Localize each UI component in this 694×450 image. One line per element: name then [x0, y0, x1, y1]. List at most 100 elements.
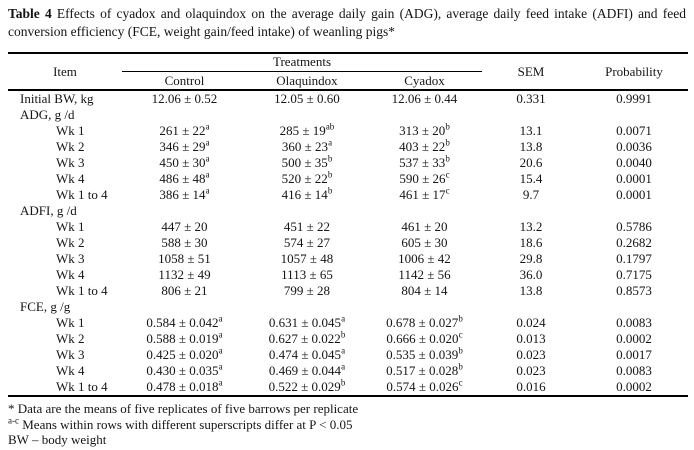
significance-superscript: b — [327, 153, 333, 164]
cell-probability: 0.0002 — [616, 379, 652, 394]
table-row: Wk 1 447 ± 20 451 ± 22 461 ± 20 13.2 0.5786 — [8, 219, 688, 235]
significance-superscript: a — [205, 137, 210, 148]
cell-sem: 0.331 — [516, 91, 546, 106]
cell-olaquindox: 574 ± 27 — [283, 235, 331, 250]
cell-olaquindox: 12.05 ± 0.60 — [274, 91, 340, 106]
cell-olaquindox: 1113 ± 65 — [281, 267, 333, 282]
significance-superscript: b — [445, 137, 450, 148]
footnotes: * Data are the means of five replicates … — [8, 401, 694, 448]
significance-superscript: b — [458, 361, 463, 372]
cell-olaquindox: 500 ± 35b — [281, 153, 333, 170]
row-label: ADG, g /d — [20, 107, 75, 122]
cell-probability: 0.1797 — [616, 251, 652, 266]
table-row: Initial BW, kg 12.06 ± 0.52 12.05 ± 0.60 12… — [8, 91, 688, 107]
col-header-probability: Probability — [605, 63, 663, 79]
row-label: Wk 2 — [56, 235, 85, 250]
footnote-superscript: a-c — [8, 415, 19, 426]
row-label: Wk 1 — [56, 219, 85, 234]
table-row: Wk 4 486 ± 48a 520 ± 22b 590 ± 26c 15.4 0.000… — [8, 169, 688, 187]
cell-probability: 0.0036 — [616, 139, 652, 154]
cell-olaquindox: 0.627 ± 0.022b — [268, 329, 346, 346]
cell-control: 447 ± 20 — [161, 219, 208, 234]
table-row: Wk 2 0.588 ± 0.019a 0.627 ± 0.022b 0.666 ± … — [8, 329, 688, 347]
cell-probability: 0.0002 — [616, 331, 652, 346]
cell-cyadox: 461 ± 17c — [399, 185, 450, 202]
table-row: Wk 2 346 ± 29a 360 ± 23a 403 ± 22b 13.8 0.003… — [8, 137, 688, 155]
cell-probability: 0.5786 — [616, 219, 652, 234]
cell-probability: 0.0083 — [616, 363, 652, 378]
table-row: Wk 4 1132 ± 49 1113 ± 65 1142 ± 56 36.0 0.717… — [8, 267, 688, 283]
cell-olaquindox: 0.522 ± 0.029b — [268, 377, 346, 394]
cell-probability: 0.8573 — [616, 283, 652, 298]
cell-olaquindox: 0.474 ± 0.045a — [268, 345, 346, 362]
significance-superscript: a — [328, 137, 333, 148]
cell-sem: 0.024 — [516, 315, 546, 330]
cell-sem: 0.023 — [516, 363, 546, 378]
cell-sem: 0.023 — [516, 347, 546, 362]
cell-control: 1058 ± 51 — [158, 251, 211, 266]
row-label: FCE, g /g — [20, 299, 71, 314]
cell-control: 588 ± 30 — [161, 235, 208, 250]
treatment-subheaders: Control Olaquindox Cyadox — [122, 72, 482, 89]
cell-olaquindox: 0.469 ± 0.044a — [268, 361, 346, 378]
cell-cyadox: 590 ± 26c — [399, 169, 450, 186]
table-caption-text: Effects of cyadox and olaquindox on the … — [8, 6, 686, 39]
significance-superscript: ab — [325, 121, 335, 132]
table-row: Wk 1 to 4 386 ± 14a 416 ± 14b 461 ± 17c 9.7 0… — [8, 185, 688, 203]
significance-superscript: c — [458, 377, 463, 388]
section-row: ADFI, g /d — [8, 203, 688, 219]
significance-superscript: a — [218, 313, 223, 324]
footnote: * Data are the means of five replicates … — [8, 401, 359, 416]
significance-superscript: b — [327, 185, 333, 196]
table-caption-number: Table 4 — [8, 6, 52, 21]
significance-superscript: a — [341, 345, 346, 356]
cell-cyadox: 461 ± 20 — [401, 219, 448, 234]
cell-olaquindox: 799 ± 28 — [283, 283, 331, 298]
cell-sem: 20.6 — [519, 155, 543, 170]
row-label: Wk 4 — [56, 363, 85, 378]
significance-superscript: c — [458, 329, 463, 340]
row-label: ADFI, g /d — [20, 203, 77, 218]
table-row: Wk 1 261 ± 22a 285 ± 19ab 313 ± 20b 13.1 0.00… — [8, 121, 688, 139]
cell-sem: 0.016 — [516, 379, 546, 394]
cell-sem: 36.0 — [519, 267, 543, 282]
section-row: FCE, g /g — [8, 299, 688, 315]
table-caption: Table 4 Effects of cyadox and olaquindox… — [8, 5, 686, 40]
significance-superscript: a — [205, 153, 210, 164]
col-header-control: Control — [164, 73, 205, 88]
row-label: Wk 4 — [56, 267, 85, 282]
significance-superscript: b — [458, 345, 463, 356]
cell-control: 0.584 ± 0.042a — [146, 313, 223, 330]
cell-cyadox: 313 ± 20b — [399, 121, 450, 138]
cell-probability: 0.0017 — [616, 347, 652, 362]
cell-sem: 29.8 — [519, 251, 543, 266]
col-header-olaquindox: Olaquindox — [276, 73, 338, 88]
significance-superscript: b — [445, 153, 450, 164]
cell-probability: 0.2682 — [616, 235, 652, 250]
cell-probability: 0.0040 — [616, 155, 652, 170]
significance-superscript: a — [218, 329, 223, 340]
cell-sem: 18.6 — [519, 235, 543, 250]
significance-superscript: a — [205, 185, 210, 196]
cell-cyadox: 0.574 ± 0.026c — [386, 377, 463, 394]
cell-olaquindox: 520 ± 22b — [281, 169, 333, 186]
col-header-sem: SEM — [517, 63, 545, 79]
significance-superscript: a — [205, 169, 210, 180]
cell-probability: 0.7175 — [616, 267, 652, 282]
col-group-treatments: Treatments Control Olaquindox Cyadox — [122, 54, 482, 89]
row-label: Wk 2 — [56, 331, 85, 346]
cell-cyadox: 0.666 ± 0.020c — [386, 329, 463, 346]
cell-cyadox: 605 ± 30 — [401, 235, 448, 250]
cell-olaquindox: 1057 ± 48 — [280, 251, 334, 266]
table-row: Wk 2 588 ± 30 574 ± 27 605 ± 30 18.6 0.2682 — [8, 235, 688, 251]
table-row: Wk 3 450 ± 30a 500 ± 35b 537 ± 33b 20.6 0.004… — [8, 153, 688, 171]
cell-cyadox: 537 ± 33b — [399, 153, 450, 170]
cell-sem: 13.1 — [519, 123, 543, 138]
cell-cyadox: 0.535 ± 0.039b — [386, 345, 463, 362]
cell-olaquindox: 285 ± 19ab — [279, 121, 335, 138]
cell-sem: 13.8 — [519, 283, 543, 298]
col-group-treatments-label: Treatments — [122, 54, 482, 72]
cell-control: 0.430 ± 0.035a — [146, 361, 223, 378]
significance-superscript: a — [341, 361, 346, 372]
